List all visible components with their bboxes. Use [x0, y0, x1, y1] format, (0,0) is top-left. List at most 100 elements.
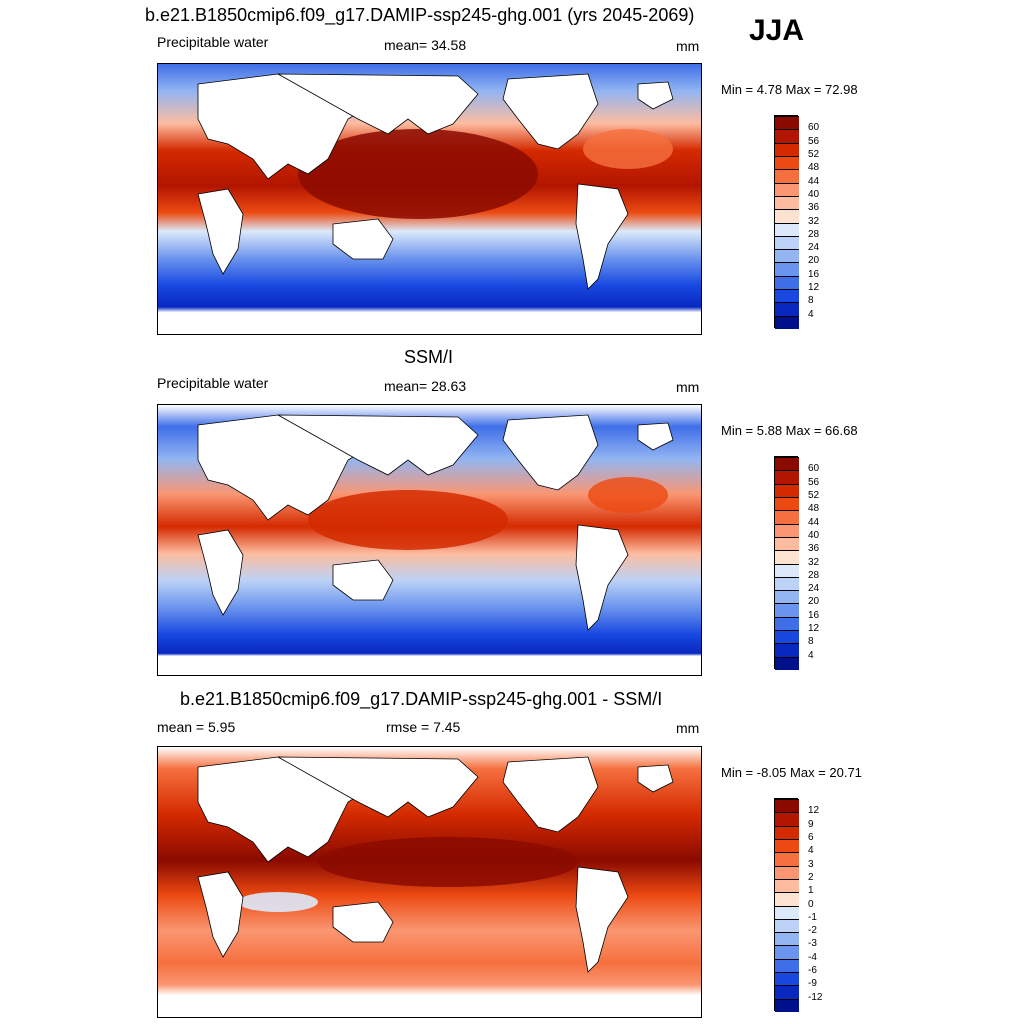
colorbar-tick-label: -4	[808, 951, 817, 963]
panel3-colorbar	[774, 798, 799, 1012]
colorbar-swatch	[775, 563, 799, 577]
colorbar-swatch	[775, 289, 799, 303]
panel3-negative-patch	[238, 892, 318, 912]
colorbar-tick-label: 36	[808, 543, 820, 555]
panel1-australia	[332, 218, 394, 260]
colorbar-swatch	[775, 799, 799, 813]
colorbar-tick-label: 40	[808, 188, 820, 200]
colorbar-tick-label: 44	[808, 516, 820, 528]
colorbar-swatch	[775, 483, 799, 497]
panel2-greenland	[637, 422, 674, 451]
panel1-colorbar	[774, 115, 799, 329]
panel1-greenland	[637, 81, 674, 110]
colorbar-swatch	[775, 865, 799, 879]
colorbar-swatch	[775, 998, 799, 1012]
colorbar-swatch	[775, 536, 799, 551]
colorbar-swatch	[775, 603, 799, 617]
colorbar-tick-label: 6	[808, 831, 814, 843]
colorbar-swatch	[775, 457, 799, 471]
panel1-title: b.e21.B1850cmip6.f09_g17.DAMIP-ssp245-gh…	[145, 5, 695, 25]
panel2-africa	[197, 529, 244, 616]
panel2-atlantic-warm	[588, 477, 668, 513]
colorbar-swatch	[775, 262, 799, 276]
panel1-minmax-label: Min = 4.78 Max = 72.98	[721, 82, 858, 97]
colorbar-tick-label: 1	[808, 885, 814, 897]
panel2-map	[157, 404, 702, 676]
colorbar-swatch	[775, 550, 799, 564]
colorbar-tick-label: 20	[808, 596, 820, 608]
colorbar-tick-label: -6	[808, 965, 817, 977]
colorbar-swatch	[775, 142, 799, 156]
colorbar-tick-label: 8	[808, 295, 814, 307]
colorbar-tick-label: 48	[808, 503, 820, 515]
colorbar-tick-label: 12	[808, 282, 820, 294]
panel3-minmax-label: Min = -8.05 Max = 20.71	[721, 765, 862, 780]
colorbar-tick-label: -3	[808, 938, 817, 950]
colorbar-tick-label: 24	[808, 583, 820, 595]
panel1-map	[157, 63, 702, 335]
colorbar-swatch	[775, 470, 799, 484]
colorbar-swatch	[775, 249, 799, 263]
colorbar-swatch	[775, 812, 799, 826]
colorbar-tick-label: 0	[808, 898, 814, 910]
colorbar-tick-label: 52	[808, 148, 820, 160]
colorbar-swatch	[775, 510, 799, 524]
panel2-title: SSM/I	[404, 347, 454, 367]
colorbar-tick-label: 4	[808, 845, 814, 857]
colorbar-swatch	[775, 169, 799, 183]
colorbar-tick-label: 2	[808, 871, 814, 883]
colorbar-tick-label: 56	[808, 135, 820, 147]
colorbar-swatch	[775, 630, 799, 644]
panel2-continents	[197, 414, 674, 631]
panel2-units-label: mm	[676, 379, 700, 395]
colorbar-tick-label: 60	[808, 463, 820, 475]
panel3-africa	[197, 871, 244, 958]
colorbar-tick-label: 12	[808, 623, 820, 635]
panel3-north-america	[502, 756, 599, 833]
colorbar-tick-label: 8	[808, 636, 814, 648]
colorbar-swatch	[775, 155, 799, 170]
colorbar-tick-label: -9	[808, 978, 817, 990]
colorbar-tick-label: 4	[808, 649, 814, 661]
panel3-south-america	[575, 866, 629, 973]
colorbar-swatch	[775, 958, 799, 973]
colorbar-tick-label: -12	[808, 991, 823, 1003]
panel2-minmax-label: Min = 5.88 Max = 66.68	[721, 423, 858, 438]
colorbar-swatch	[775, 222, 799, 236]
colorbar-tick-label: 44	[808, 175, 820, 187]
panel3-title: b.e21.B1850cmip6.f09_g17.DAMIP-ssp245-gh…	[180, 689, 663, 709]
colorbar-swatch	[775, 496, 799, 511]
panel2-warm-pool	[308, 490, 508, 550]
colorbar-tick-label: 20	[808, 255, 820, 267]
panel2-north-america	[502, 414, 599, 491]
colorbar-tick-label: 32	[808, 556, 820, 568]
colorbar-swatch	[775, 590, 799, 604]
panel1-south-america	[575, 183, 629, 290]
colorbar-tick-label: 12	[808, 805, 820, 817]
season-label: JJA	[749, 14, 805, 47]
colorbar-swatch	[775, 918, 799, 933]
colorbar-tick-label: 60	[808, 122, 820, 134]
colorbar-tick-label: 52	[808, 489, 820, 501]
colorbar-tick-label: -1	[808, 911, 817, 923]
colorbar-tick-label: 28	[808, 569, 820, 581]
panel2-variable-label: Precipitable water	[157, 375, 269, 391]
colorbar-swatch	[775, 838, 799, 853]
colorbar-swatch	[775, 129, 799, 143]
panel1-variable-label: Precipitable water	[157, 34, 269, 50]
panel2-mean-label: mean= 28.63	[384, 378, 467, 394]
colorbar-swatch	[775, 852, 799, 866]
colorbar-tick-label: 16	[808, 268, 820, 280]
panel2-map-svg	[158, 405, 701, 675]
colorbar-swatch	[775, 235, 799, 250]
panel1-continents	[197, 73, 674, 290]
panel3-max-band	[318, 837, 578, 887]
colorbar-tick-label: 40	[808, 529, 820, 541]
panel1-map-svg	[158, 64, 701, 334]
colorbar-tick-label: 28	[808, 228, 820, 240]
panel3-map-svg	[158, 747, 701, 1017]
panel3-eurasia-east	[277, 756, 479, 818]
colorbar-swatch	[775, 302, 799, 316]
colorbar-tick-label: 48	[808, 162, 820, 174]
colorbar-tick-label: -2	[808, 925, 817, 937]
